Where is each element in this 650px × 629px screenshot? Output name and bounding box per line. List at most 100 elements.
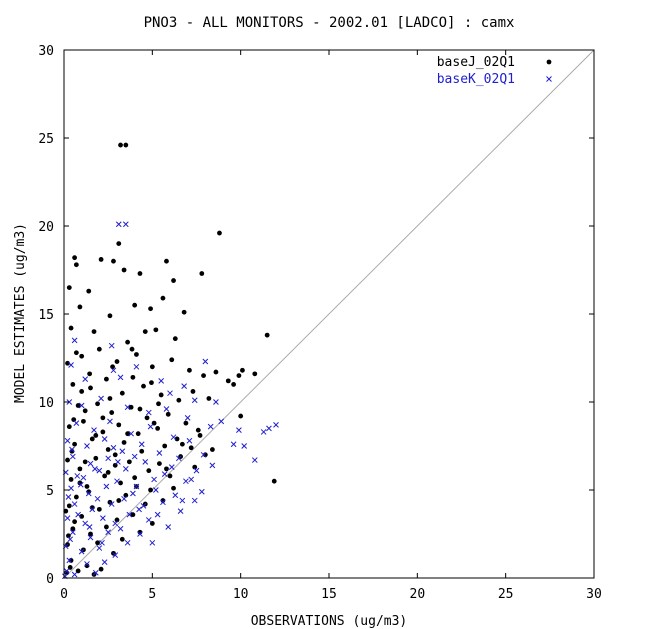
data-point (117, 525, 124, 532)
chart-title: PNO3 - ALL MONITORS - 2002.01 [LADCO] : … (144, 15, 515, 31)
data-point (71, 571, 78, 578)
data-point (171, 485, 176, 491)
data-point (158, 392, 164, 398)
data-point (93, 455, 99, 461)
data-point (144, 415, 150, 421)
data-point (88, 385, 93, 391)
data-point (121, 440, 127, 445)
data-point (125, 339, 130, 345)
data-point (266, 425, 272, 432)
data-point (273, 422, 279, 428)
data-point (98, 395, 104, 402)
data-point (114, 517, 120, 523)
data-point (79, 514, 85, 519)
data-point (236, 427, 242, 434)
y-tick-label: 20 (38, 220, 54, 235)
data-point (78, 548, 85, 555)
data-point (92, 466, 98, 472)
data-point (112, 462, 118, 468)
data-point (85, 490, 92, 497)
data-point (114, 359, 120, 364)
data-point (158, 378, 165, 384)
data-point (82, 376, 89, 382)
data-point (165, 524, 172, 530)
data-point (124, 404, 131, 411)
y-tick-label: 10 (38, 396, 54, 411)
x-tick-label: 0 (60, 587, 68, 602)
data-point (68, 325, 74, 331)
data-point (87, 460, 94, 467)
data-point (160, 295, 166, 301)
data-point (172, 492, 179, 499)
x-tick-label: 20 (410, 587, 426, 602)
data-point (73, 494, 79, 500)
data-point (153, 327, 159, 333)
data-point (101, 436, 108, 442)
data-point (202, 358, 209, 365)
data-point (116, 498, 122, 503)
data-point (105, 529, 112, 536)
data-point (118, 142, 123, 148)
series-basej-02q1 (63, 142, 277, 577)
data-point (195, 427, 201, 433)
data-point (63, 568, 70, 574)
data-point (69, 529, 76, 536)
data-point (153, 487, 159, 493)
data-point (167, 390, 173, 397)
data-point (126, 511, 133, 518)
data-point (124, 539, 131, 546)
data-point (174, 436, 180, 442)
data-point (87, 371, 93, 377)
data-point (73, 420, 80, 426)
data-point (191, 497, 198, 504)
x-tick-label: 15 (321, 587, 337, 602)
data-point (87, 534, 94, 541)
data-point (132, 302, 138, 308)
data-point (147, 423, 154, 430)
data-point (240, 367, 245, 373)
data-point (122, 221, 129, 228)
data-point (145, 517, 152, 523)
data-point (167, 473, 173, 479)
plot-area: 0 5 10 15 20 25 30 0 5 10 15 20 25 30 (38, 44, 601, 602)
data-point (179, 497, 186, 504)
data-point (125, 431, 130, 437)
data-point (73, 262, 79, 268)
data-point (231, 382, 237, 387)
data-point (145, 409, 152, 416)
data-point (84, 561, 90, 567)
data-point (119, 536, 125, 542)
data-point (77, 481, 84, 488)
data-point (191, 397, 198, 404)
data-point (137, 271, 143, 276)
data-point (149, 364, 155, 370)
data-point (99, 539, 105, 546)
data-point (207, 423, 214, 430)
data-point (75, 511, 81, 518)
data-point (115, 221, 122, 228)
data-point (161, 471, 168, 478)
data-point (133, 363, 140, 370)
data-point (183, 420, 189, 426)
data-point (68, 362, 74, 368)
data-point (96, 467, 103, 474)
data-point (64, 515, 71, 522)
data-point (100, 415, 106, 421)
data-point (89, 506, 96, 513)
data-point (117, 374, 124, 381)
data-point (122, 466, 129, 472)
data-point (168, 464, 175, 470)
one-to-one-line (63, 49, 595, 579)
data-point (96, 506, 102, 512)
data-point (164, 258, 169, 264)
data-point (84, 484, 90, 489)
ticks-layer: 0 5 10 15 20 25 30 0 5 10 15 20 25 30 (38, 44, 601, 602)
data-point (77, 466, 83, 472)
data-point (84, 443, 90, 449)
data-point (201, 373, 206, 378)
data-point (105, 455, 112, 462)
data-point (142, 458, 149, 465)
data-point (105, 447, 111, 452)
data-point (107, 313, 113, 319)
